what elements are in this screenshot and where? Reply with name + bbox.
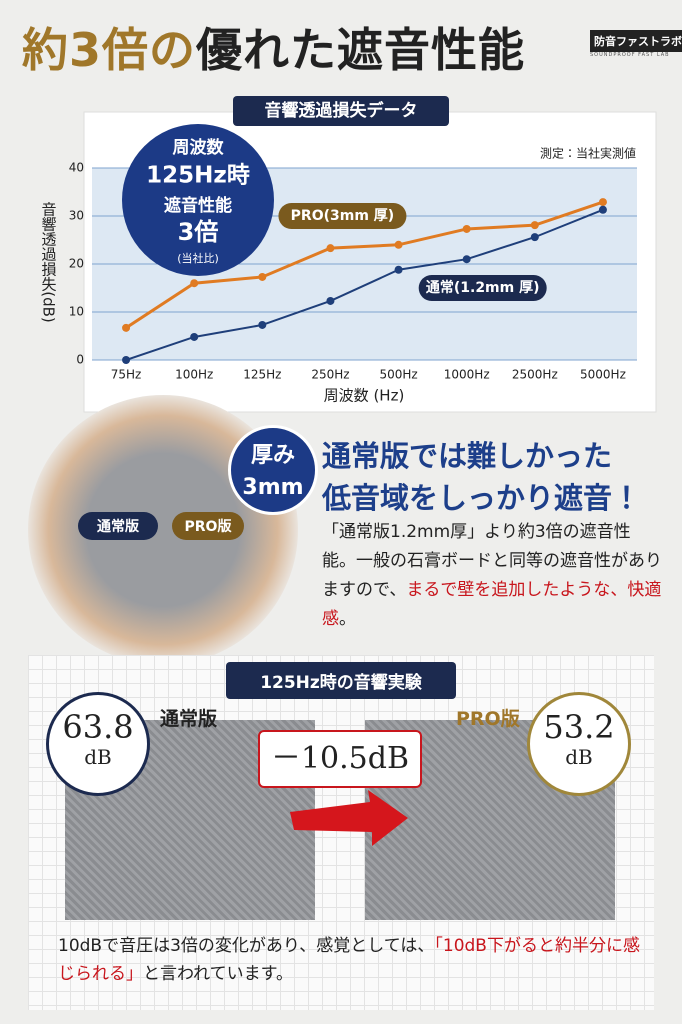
- y-tick-label: 10: [69, 305, 84, 319]
- badge-text: 3mm: [242, 475, 304, 500]
- chart-title-pill: [233, 96, 449, 126]
- data-point: [258, 320, 267, 329]
- legend-pill: [418, 275, 547, 301]
- value: 63.8: [62, 708, 134, 746]
- data-point: [326, 296, 335, 305]
- unit: dB: [84, 745, 112, 769]
- series-line: [125, 200, 604, 330]
- footer-highlight: 「10dB下がると約半分に感じられる」: [58, 936, 640, 984]
- footer-part: と言われています。: [143, 964, 293, 984]
- data-point: [122, 323, 131, 332]
- x-tick-label: 75Hz: [111, 368, 142, 382]
- badge-text: 厚み: [250, 443, 295, 468]
- footer-part: 10dBで音圧は3倍の変化があり、感覚としては、: [58, 936, 435, 956]
- data-point: [530, 221, 539, 230]
- data-point: [258, 272, 267, 281]
- annotation-circle: 周波数 125Hz時 遮音性能 3倍 (当社比): [122, 124, 274, 276]
- value-circle: 53.2 dB: [527, 692, 631, 796]
- annotation-bg: [122, 124, 274, 276]
- y-tick-label: 30: [69, 209, 84, 223]
- unit: dB: [565, 745, 593, 769]
- x-tick-label: 125Hz: [243, 368, 281, 382]
- experiment-title: 125Hz時の音響実験: [226, 662, 456, 699]
- title-part: 約3倍の: [22, 23, 197, 77]
- series-line: [125, 208, 604, 361]
- body-part: 。: [339, 609, 356, 629]
- data-point: [122, 356, 131, 364]
- x-tick-label: 5000Hz: [580, 368, 626, 382]
- logo-sub: SOUNDPROOF FAST LAB: [590, 52, 670, 58]
- data-point: [326, 244, 335, 253]
- y-axis-label: 音響透過損失(dB): [40, 201, 58, 323]
- annotation-text: 3倍: [178, 218, 219, 246]
- arrow-shape: [290, 790, 408, 846]
- annotation-text: 遮音性能: [164, 195, 232, 216]
- chart: 音響透過損失データ 測定：当社実測値 音響透過損失(dB) 周波数 (Hz) 0…: [40, 96, 657, 413]
- x-tick-label: 500Hz: [379, 368, 417, 382]
- data-point: [462, 224, 471, 233]
- x-tick-label: 100Hz: [175, 368, 213, 382]
- body-part: 「通常版1.2mm厚」より約3倍の遮音性能。一般の石膏ボードと同等の遮音性があり…: [322, 522, 662, 600]
- x-tick-label: 250Hz: [311, 368, 349, 382]
- title: 約3倍の優れた遮音性能: [22, 14, 525, 80]
- photo-label: PRO版: [172, 512, 244, 540]
- title-part: 優れた遮音性能: [196, 23, 526, 77]
- data-point: [190, 332, 199, 341]
- thickness-badge: 厚み 3mm: [228, 425, 318, 515]
- data-point: [598, 205, 607, 214]
- x-tick-label: 2500Hz: [512, 368, 558, 382]
- data-point: [462, 255, 471, 264]
- body-text: 「通常版1.2mm厚」より約3倍の遮音性能。一般の石膏ボードと同等の遮音性があり…: [322, 518, 662, 634]
- legend-label: PRO(3mm 厚): [291, 208, 395, 224]
- heading: 低音域をしっかり遮音！: [322, 481, 642, 515]
- y-tick-label: 0: [76, 353, 84, 367]
- value: 53.2: [543, 708, 615, 746]
- value-circle: 63.8 dB: [46, 692, 150, 796]
- logo: 防音ファストラボ: [590, 30, 682, 52]
- legend-label: 通常(1.2mm 厚): [426, 279, 540, 296]
- x-axis-label: 周波数 (Hz): [324, 387, 405, 405]
- footer-text: 10dBで音圧は3倍の変化があり、感覚としては、「10dB下がると約半分に感じら…: [58, 932, 648, 988]
- data-point: [394, 240, 403, 249]
- note: 測定：当社実測値: [540, 146, 636, 161]
- data-point: [598, 198, 607, 207]
- photo-label: 通常版: [78, 512, 158, 540]
- data-point: [394, 265, 403, 274]
- arrow: [290, 790, 408, 846]
- body-highlight: まるで壁を追加したような、快適感: [322, 580, 662, 629]
- annotation-text: 周波数: [173, 137, 225, 158]
- heading: 通常版では難しかった: [322, 439, 613, 473]
- data-point: [530, 233, 539, 242]
- y-tick-label: 40: [69, 161, 84, 175]
- y-tick-label: 20: [69, 257, 84, 271]
- legend-pill: [278, 203, 407, 229]
- label: 通常版: [160, 708, 218, 730]
- difference: －10.5dB: [258, 730, 422, 788]
- chart-title: 音響透過損失データ: [265, 100, 418, 121]
- data-point: [190, 279, 199, 288]
- label: PRO版: [456, 708, 520, 730]
- annotation-text: (当社比): [177, 251, 219, 265]
- annotation-text: 125Hz時: [146, 163, 250, 189]
- x-tick-label: 1000Hz: [444, 368, 490, 382]
